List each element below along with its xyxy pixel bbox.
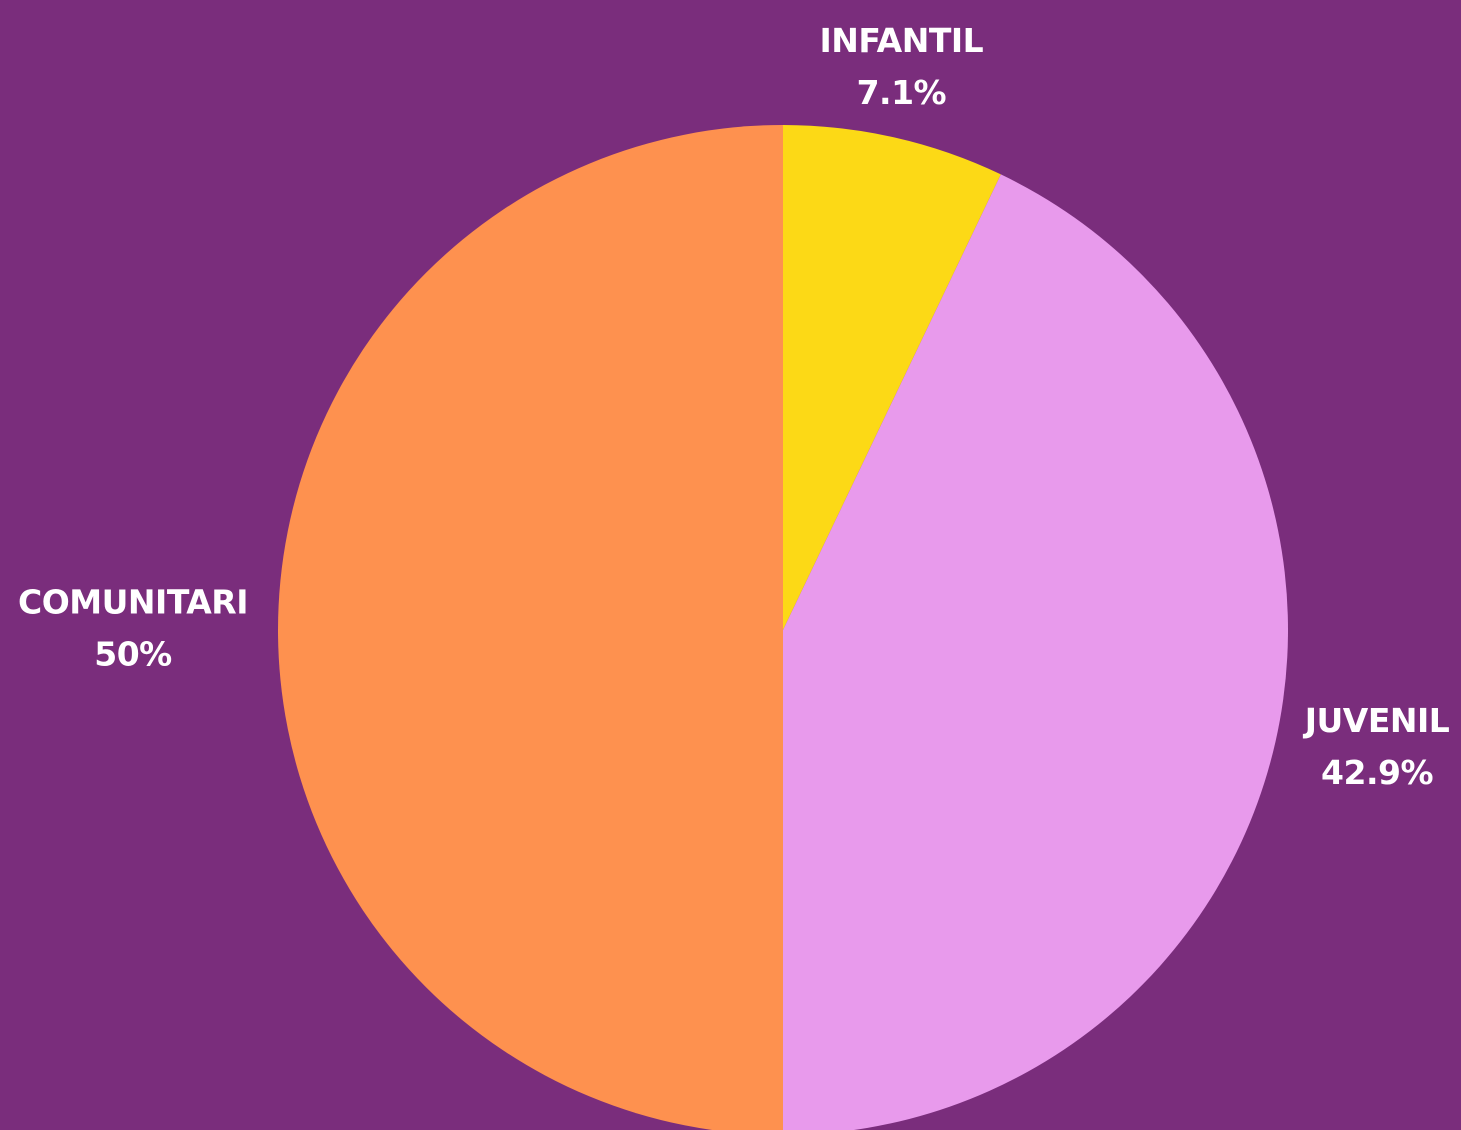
slice-label: INFANTIL (820, 21, 984, 60)
pie-slice (783, 125, 1001, 630)
slice-label: COMUNITARI (18, 583, 248, 622)
slice-value-label: 7.1% (857, 73, 947, 112)
slice-value-label: 42.9% (1321, 753, 1433, 792)
pie-slice (783, 174, 1288, 1130)
slice-value-label: 50% (94, 635, 172, 674)
slice-label: JUVENIL (1303, 701, 1450, 740)
pie-slice (278, 125, 783, 1130)
